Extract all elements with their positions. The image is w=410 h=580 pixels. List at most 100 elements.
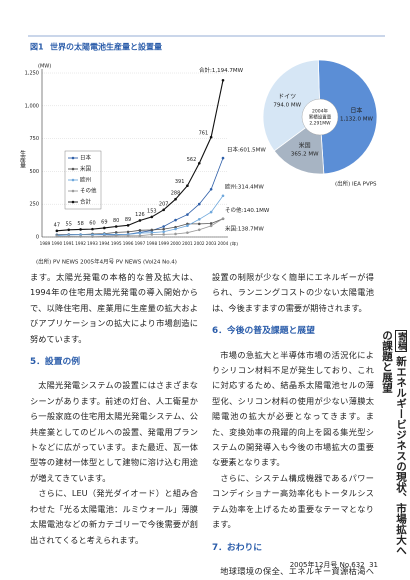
value-label: 58 <box>77 221 83 227</box>
point <box>197 217 201 221</box>
value-label: 89 <box>125 217 131 223</box>
x-unit: (年) <box>230 241 238 248</box>
point <box>150 215 154 219</box>
point <box>55 235 59 238</box>
end-label: 米国:138.7MW <box>225 224 264 232</box>
point <box>174 232 177 236</box>
point <box>186 213 189 216</box>
point <box>150 231 154 234</box>
paragraph: 設置の制限が少なく簡単にエネルギーが得られ、ランニングコストの少ない太陽電池は、… <box>212 272 374 313</box>
slice-value: 794.0 MW <box>273 103 301 109</box>
point <box>79 228 82 231</box>
source: (出所) PV NEWS 2005年4月号 PV NEWS (Vol24 No.… <box>36 258 177 266</box>
center-label: 2004年 <box>312 108 328 115</box>
footer: 2005年12月号 No.632 31 <box>290 560 378 570</box>
x-tick-label: 1994 <box>99 241 110 246</box>
value-label: 47 <box>54 222 60 228</box>
point <box>162 208 165 212</box>
point <box>114 234 118 238</box>
x-tick-label: 2004 <box>218 241 229 246</box>
y-tick-label: 250 <box>29 202 39 208</box>
page-number: 31 <box>369 561 378 569</box>
point <box>103 226 106 230</box>
point <box>209 210 213 214</box>
x-tick-label: 1991 <box>63 241 74 246</box>
heading: 5．設置の例 <box>30 357 81 368</box>
value-label: 80 <box>113 218 119 224</box>
value-label: 761 <box>199 131 209 137</box>
point <box>186 184 189 188</box>
x-tick-label: 2001 <box>182 241 193 246</box>
legend-label: 欧州 <box>80 176 91 184</box>
y-tick-label: 1,250 <box>25 71 39 77</box>
point <box>221 78 225 82</box>
y-tick-label: 0 <box>36 235 39 241</box>
value-label: 153 <box>147 208 157 214</box>
point <box>162 233 165 236</box>
point <box>197 228 201 232</box>
y-label: 生産量 <box>19 149 26 169</box>
y-tick-label: 750 <box>29 136 39 142</box>
x-tick-label: 1989 <box>40 241 51 246</box>
point <box>126 224 130 227</box>
point <box>138 234 142 237</box>
x-tick-label: 1992 <box>75 241 86 246</box>
point <box>186 224 189 228</box>
point <box>138 231 142 235</box>
point <box>174 197 177 201</box>
figure-label: 図1 <box>30 43 44 52</box>
pie-slice <box>262 59 321 152</box>
value-label: 207 <box>159 201 169 207</box>
paragraph: さらに、システム構成機器であるパワーコンディショナー高効率化もトータルシステム効… <box>212 472 374 530</box>
point <box>174 218 177 222</box>
point <box>209 135 213 139</box>
value-label: 60 <box>89 221 95 227</box>
end-label: 日本:601.5MW <box>227 146 266 154</box>
point <box>91 235 94 238</box>
value-label: 69 <box>101 219 107 225</box>
point <box>150 233 154 236</box>
x-tick-label: 2002 <box>194 241 205 246</box>
point <box>186 231 189 234</box>
heading: 6．今後の普及課題と展望 <box>212 326 315 337</box>
value-label: 288 <box>171 191 181 197</box>
x-tick-label: 1993 <box>87 241 98 246</box>
slice-value: 1,132.0 MW <box>340 117 373 123</box>
value-label: 562 <box>187 157 197 163</box>
y-unit: (MW) <box>38 64 51 70</box>
point <box>91 233 94 237</box>
point <box>209 187 213 191</box>
point <box>209 224 213 228</box>
heading: 7．おわりに <box>212 542 263 553</box>
point <box>174 225 177 229</box>
legend-label: その他 <box>80 187 97 195</box>
legend-label: 米国 <box>80 165 92 173</box>
point <box>79 235 82 238</box>
left-column: ます。太陽光発電の本格的な普及拡大は、1994年の住宅用太陽光発電の導入開始から… <box>30 270 198 548</box>
y-tick-label: 500 <box>29 169 39 175</box>
slice-label: ドイツ <box>278 94 296 101</box>
point <box>209 222 213 225</box>
paragraph: さらに、LEU（発光ダイオード）と組み合わせた「光る太陽電池：ルミウォール」薄膜… <box>30 488 198 545</box>
x-tick-label: 1999 <box>158 241 169 246</box>
pie-slice <box>317 59 378 175</box>
figure: 図1 世界の太陽電池生産量と設置量 (MW) 生産量 (出所) PV NEWS … <box>19 35 385 266</box>
end-label: 合計:1,194.7MW <box>199 66 244 74</box>
point <box>91 227 94 231</box>
x-tick-label: 1995 <box>111 241 122 246</box>
point <box>174 227 177 231</box>
point <box>126 234 130 238</box>
point <box>197 222 201 226</box>
point <box>103 234 106 238</box>
point <box>221 194 225 198</box>
side-text: 新エネルギービジネスの現状、市場拡大への課題と展望 <box>381 330 407 556</box>
point <box>162 227 165 231</box>
slice-label: 日本 <box>350 107 362 115</box>
legend-marker <box>71 200 75 204</box>
end-label: その他:140.1MW <box>225 206 270 214</box>
side-tag: 寄稿 <box>395 330 407 352</box>
source: (出所) IEA PVPS <box>335 180 377 188</box>
point <box>197 161 201 165</box>
value-label: 391 <box>175 179 185 185</box>
